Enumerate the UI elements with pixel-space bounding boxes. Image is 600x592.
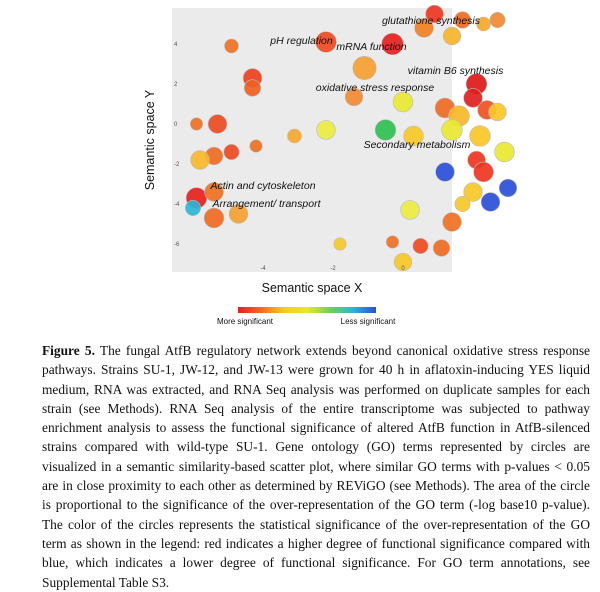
- legend-low-label: More significant: [217, 317, 274, 326]
- go-term-point: [469, 125, 491, 147]
- colorbar: [238, 307, 376, 313]
- go-term-point: [315, 31, 337, 53]
- go-term-point: [441, 119, 463, 141]
- go-term-point: [488, 102, 507, 122]
- y-tick-label: 2: [174, 82, 178, 88]
- go-term-point: [223, 144, 240, 160]
- go-term-point: [249, 139, 263, 153]
- go-term-point: [463, 182, 483, 202]
- go-term-point: [412, 238, 429, 254]
- figure-caption-label: Figure 5.: [42, 343, 95, 358]
- go-term-point: [385, 235, 400, 249]
- go-term-annotation: glutathione synthesis: [382, 15, 481, 27]
- go-term-annotation: mRNA function: [336, 41, 406, 53]
- go-term-point: [189, 117, 204, 131]
- go-term-point: [498, 178, 518, 198]
- go-term-annotation: oxidative stress response: [316, 82, 435, 94]
- go-term-point: [204, 182, 224, 202]
- annotations-layer: glutathione synthesis pH regulation mRNA f…: [209, 15, 504, 210]
- y-tick-label: 0: [174, 122, 178, 128]
- go-term-point: [207, 114, 228, 134]
- go-term-point: [185, 200, 201, 216]
- points-layer: [185, 4, 518, 272]
- go-term-annotation: Secondary metabolism: [364, 139, 471, 151]
- y-tick-label: -2: [174, 162, 180, 168]
- go-term-point: [344, 87, 364, 107]
- go-term-point: [442, 26, 462, 46]
- go-term-point: [190, 150, 210, 170]
- go-term-annotation: Actin and cytoskeleton: [209, 180, 315, 192]
- go-term-point: [463, 88, 483, 108]
- figure-caption: Figure 5. The fungal AtfB regulatory net…: [42, 341, 590, 592]
- go-term-point: [224, 38, 239, 54]
- go-term-point: [403, 125, 424, 147]
- go-term-point: [374, 119, 397, 141]
- go-term-point: [392, 91, 414, 113]
- go-term-point: [454, 196, 471, 212]
- go-term-point: [473, 161, 494, 183]
- go-term-point: [453, 11, 472, 29]
- go-term-point: [243, 79, 262, 97]
- go-term-point: [435, 162, 455, 182]
- go-term-point: [414, 18, 434, 38]
- semantic-scatter-plot: glutathione synthesis pH regulation mRNA f…: [143, 4, 518, 326]
- go-term-point: [494, 141, 515, 163]
- go-term-point: [476, 16, 491, 32]
- go-term-annotation: Arrangement/ transport: [212, 198, 322, 210]
- figure-caption-text: The fungal AtfB regulatory network exten…: [42, 343, 590, 590]
- go-term-point: [316, 120, 336, 140]
- x-tick-label: -4: [260, 266, 266, 272]
- go-term-point: [352, 55, 377, 81]
- go-term-point: [442, 212, 462, 232]
- y-tick-label: -4: [174, 202, 180, 208]
- go-term-point: [425, 4, 444, 24]
- figure-plot: glutathione synthesis pH regulation mRNA f…: [143, 4, 518, 326]
- go-term-point: [333, 237, 347, 251]
- go-term-annotation: pH regulation: [269, 35, 333, 47]
- y-tick-label: 4: [174, 42, 178, 48]
- x-tick-label: -2: [330, 266, 336, 272]
- go-term-point: [381, 32, 404, 56]
- x-tick-label: 0: [401, 266, 405, 272]
- x-axis-label: Semantic space X: [262, 281, 363, 295]
- go-term-point: [203, 207, 225, 229]
- go-term-point: [480, 192, 501, 212]
- axis-ticks: -4 -2 0 4 2 0 -2 -4 -6: [174, 42, 405, 272]
- go-term-point: [489, 12, 506, 28]
- legend-high-label: Less significant: [341, 317, 396, 326]
- y-axis-label: Semantic space Y: [143, 89, 157, 190]
- go-term-point: [393, 252, 413, 272]
- go-term-point: [432, 239, 451, 257]
- go-term-point: [287, 128, 302, 144]
- y-tick-label: -6: [174, 242, 180, 248]
- go-term-point: [228, 204, 249, 224]
- go-term-point: [400, 200, 420, 220]
- go-term-annotation: vitamin B6 synthesis: [408, 65, 504, 77]
